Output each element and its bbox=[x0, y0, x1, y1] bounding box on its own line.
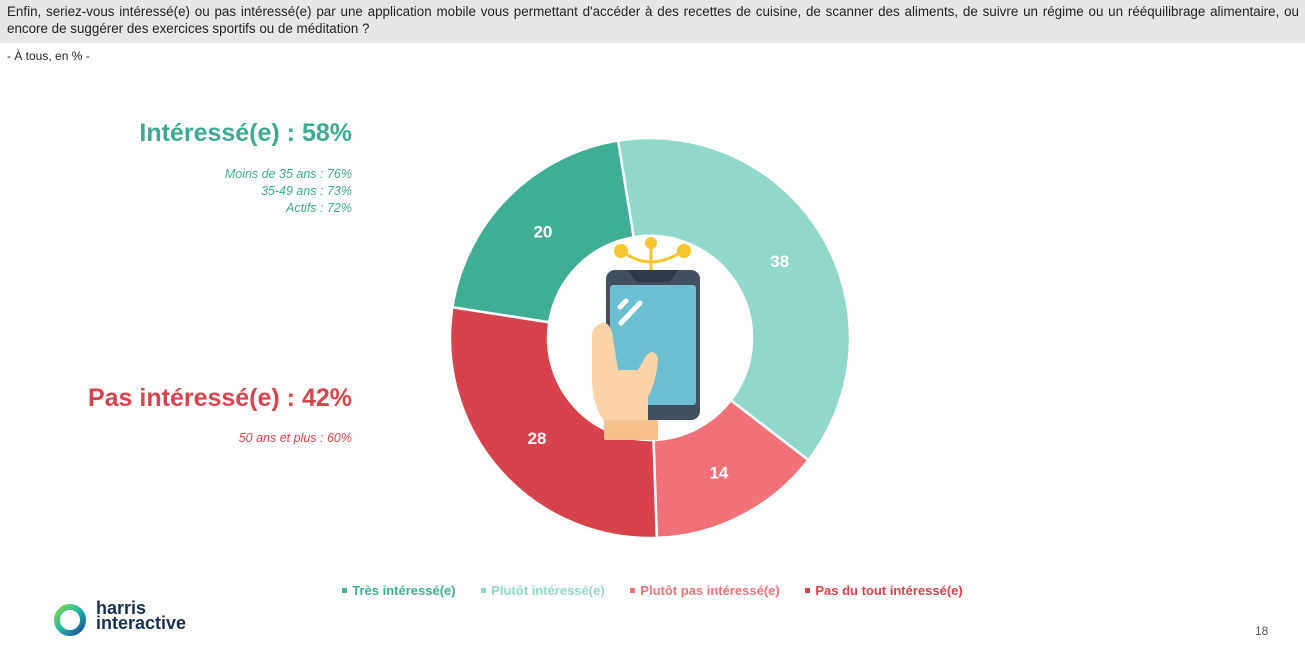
legend-swatch bbox=[342, 588, 348, 594]
interested-total: Intéressé(e) : 58% bbox=[139, 119, 352, 147]
legend-label: Plutôt pas intéressé(e) bbox=[640, 583, 780, 598]
donut-data-labels: 20 38 14 28 bbox=[528, 223, 790, 483]
question-banner: Enfin, seriez-vous intéressé(e) ou pas i… bbox=[0, 0, 1305, 43]
legend-label: Pas du tout intéressé(e) bbox=[815, 583, 963, 598]
donut-slice bbox=[450, 139, 636, 324]
legend-swatch bbox=[481, 588, 487, 594]
page-number: 18 bbox=[1255, 624, 1269, 638]
legend-item: Pas du tout intéressé(e) bbox=[805, 583, 963, 598]
legend-swatch bbox=[805, 588, 811, 594]
interested-details: Moins de 35 ans : 76% 35-49 ans : 73% Ac… bbox=[225, 166, 352, 217]
logo-line: interactive bbox=[96, 613, 187, 633]
donut-slice bbox=[448, 305, 659, 540]
legend-label: Plutôt intéressé(e) bbox=[491, 583, 605, 598]
legend-item: Plutôt pas intéressé(e) bbox=[630, 583, 780, 598]
donut-data-label: 20 bbox=[533, 223, 552, 242]
not-interested-detail: 50 ans et plus : 60% bbox=[238, 431, 352, 445]
interested-detail: Actifs : 72% bbox=[286, 201, 352, 215]
brand-logo: harris interactive bbox=[96, 598, 187, 633]
question-text: Enfin, seriez-vous intéressé(e) ou pas i… bbox=[7, 4, 1299, 36]
interested-detail: 35-49 ans : 73% bbox=[260, 184, 352, 198]
legend-item: Plutôt intéressé(e) bbox=[481, 583, 605, 598]
logo-line: harris bbox=[96, 598, 147, 618]
legend-item: Très intéressé(e) bbox=[342, 583, 456, 598]
donut-slices bbox=[448, 136, 852, 540]
smartphone-in-hand-icon bbox=[592, 237, 700, 440]
harris-interactive-logo-icon bbox=[54, 604, 86, 636]
not-interested-details: 50 ans et plus : 60% bbox=[239, 430, 352, 447]
donut-data-label: 28 bbox=[528, 429, 547, 448]
legend-label: Très intéressé(e) bbox=[352, 583, 456, 598]
not-interested-total: Pas intéressé(e) : 42% bbox=[87, 384, 352, 412]
donut-data-label: 38 bbox=[770, 252, 789, 271]
chart-legend: Très intéressé(e) Plutôt intéressé(e) Pl… bbox=[0, 583, 1305, 598]
interested-detail: Moins de 35 ans : 76% bbox=[224, 167, 352, 181]
donut-data-label: 14 bbox=[709, 463, 728, 482]
donut-slice bbox=[616, 136, 852, 462]
base-note: - À tous, en % - bbox=[7, 49, 90, 63]
legend-swatch bbox=[630, 588, 636, 594]
